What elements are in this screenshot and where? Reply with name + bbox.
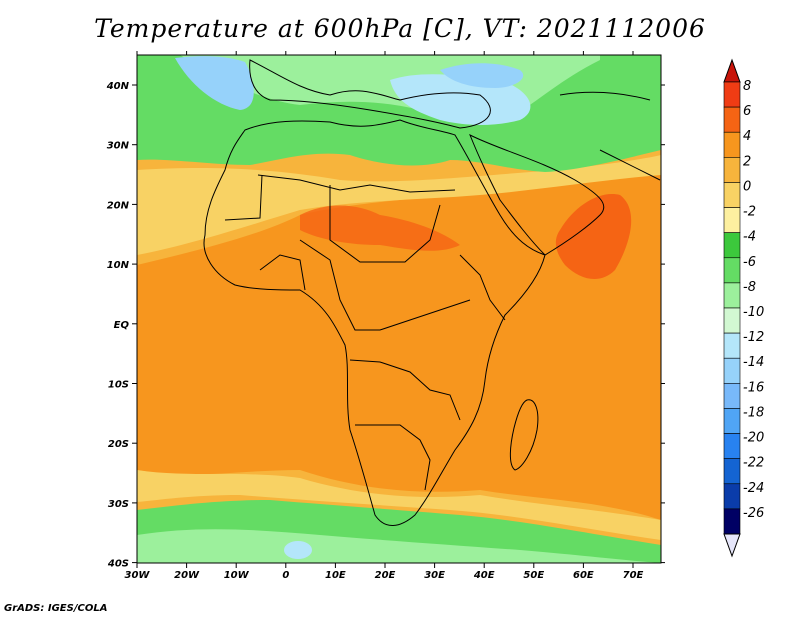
colorbar-segment <box>723 433 741 459</box>
colorbar-label: 2 <box>743 154 751 169</box>
colorbar-label: -12 <box>743 330 764 345</box>
asia-coast <box>559 91 661 181</box>
colorbar-label: -4 <box>743 230 756 245</box>
border-5 <box>355 424 431 491</box>
lon-tick-label: 20E <box>375 570 396 581</box>
lon-tick-label: 70E <box>623 570 644 581</box>
colorbar-label: -10 <box>743 305 764 320</box>
grads-credit: GrADS: IGES/COLA <box>4 603 108 614</box>
lon-tick-label: 30E <box>424 570 445 581</box>
colorbar-segment <box>723 182 741 208</box>
lon-tick-label: 40E <box>473 570 495 581</box>
colorbar-segment <box>723 458 741 485</box>
lon-tick-label: 20W <box>174 570 200 581</box>
lon-tick-label: 60E <box>573 570 594 581</box>
lon-axis: 30W 20W 10W 0 10E 20E 30E 40E 50E 60E 70E <box>125 51 644 581</box>
lat-axis: 40N 30N 20N 10N EQ 10S 20S 30S 40S <box>106 81 665 570</box>
colorbar-label: -18 <box>743 405 764 420</box>
colorbar-segment <box>723 383 741 409</box>
colorbar-label: -26 <box>743 506 764 521</box>
temperature-field <box>137 55 661 563</box>
colorbar-bottom-arrow <box>723 533 741 558</box>
lon-tick-label: 0 <box>282 570 289 581</box>
arabian-peninsula <box>469 133 605 256</box>
colorbar-segment <box>723 157 741 183</box>
field-lightgreen-south <box>137 529 661 563</box>
colorbar-segment <box>723 508 741 535</box>
colorbar-segment <box>723 232 741 259</box>
border-7 <box>224 174 263 221</box>
border-8 <box>459 254 506 321</box>
colorbar-label: 4 <box>743 129 751 144</box>
lon-tick-label: 10W <box>224 570 250 581</box>
lon-tick-label: 50E <box>523 570 544 581</box>
colorbar-label: -6 <box>743 255 756 270</box>
field-pale-south <box>137 470 661 540</box>
lon-tick-label: 10E <box>325 570 346 581</box>
border-1 <box>257 174 456 193</box>
colorbar-top-arrow <box>723 58 741 83</box>
lat-tick-label: 20N <box>107 200 130 211</box>
europe-coast <box>249 59 491 129</box>
colorbar-segment <box>723 81 741 108</box>
border-3 <box>299 239 471 331</box>
lat-tick-label: 30S <box>108 499 129 510</box>
lat-tick-label: EQ <box>114 320 130 331</box>
lat-tick-label: 40S <box>107 559 129 570</box>
colorbar-segment <box>723 131 741 158</box>
border-6 <box>259 254 306 291</box>
colorbar-label: 0 <box>743 179 751 194</box>
lat-tick-label: 40N <box>106 81 130 92</box>
field-pale-north <box>137 155 661 255</box>
colorbar-segment <box>723 408 741 434</box>
colorbar-segment <box>723 483 741 510</box>
lat-tick-label: 30N <box>107 141 130 152</box>
field-cold-south <box>284 541 312 559</box>
lat-tick-label: 10N <box>107 260 130 271</box>
colorbar-label: 6 <box>743 104 751 119</box>
colorbar-segment <box>723 257 741 284</box>
coastlines <box>203 59 661 526</box>
field-hot-sahel <box>300 205 460 251</box>
lat-tick-label: 10S <box>108 380 129 391</box>
map-frame <box>136 54 662 564</box>
colorbar-label: -2 <box>743 205 756 220</box>
colorbar-label: -20 <box>743 431 764 446</box>
map-title: Temperature at 600hPa [C], VT: 202111200… <box>94 14 706 43</box>
field-cold-blue-3 <box>440 63 524 88</box>
colorbar-label: -8 <box>743 280 756 295</box>
field-orange-band <box>137 165 661 520</box>
field-cold-blue <box>175 56 254 110</box>
colorbar-segment <box>723 207 741 233</box>
lon-tick-label: 30W <box>125 570 151 581</box>
border-4 <box>349 359 461 421</box>
colorbar-label: 8 <box>743 79 751 94</box>
field-hot-arabian <box>555 194 632 280</box>
colorbar-segment <box>723 332 741 359</box>
colorbar-label: -24 <box>743 481 764 496</box>
lat-tick-label: 20S <box>108 439 129 450</box>
colorbar-segment <box>723 357 741 384</box>
colorbar-segment <box>723 106 741 133</box>
colorbar-label: -16 <box>743 380 764 395</box>
africa-coast <box>203 119 546 526</box>
colorbar-segment <box>723 307 741 334</box>
colorbar: 8 6 4 2 0 -2 -4 -6 -8 -10 -12 -14 -16 -18 -20 -22 -24 -26 <box>723 58 764 558</box>
madagascar <box>509 399 539 471</box>
colorbar-segment <box>723 282 741 309</box>
colorbar-label: -14 <box>743 355 764 370</box>
border-2 <box>329 185 441 263</box>
colorbar-label: -22 <box>743 456 764 471</box>
